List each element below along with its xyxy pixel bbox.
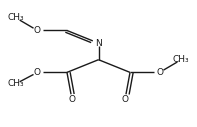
Text: O: O [34, 68, 41, 77]
Text: O: O [156, 68, 163, 77]
Text: CH₃: CH₃ [173, 55, 190, 64]
Text: CH₃: CH₃ [7, 79, 24, 88]
Text: O: O [122, 95, 129, 104]
Text: O: O [34, 26, 41, 35]
Text: O: O [68, 95, 75, 104]
Text: CH₃: CH₃ [7, 13, 24, 22]
Text: N: N [95, 39, 102, 48]
